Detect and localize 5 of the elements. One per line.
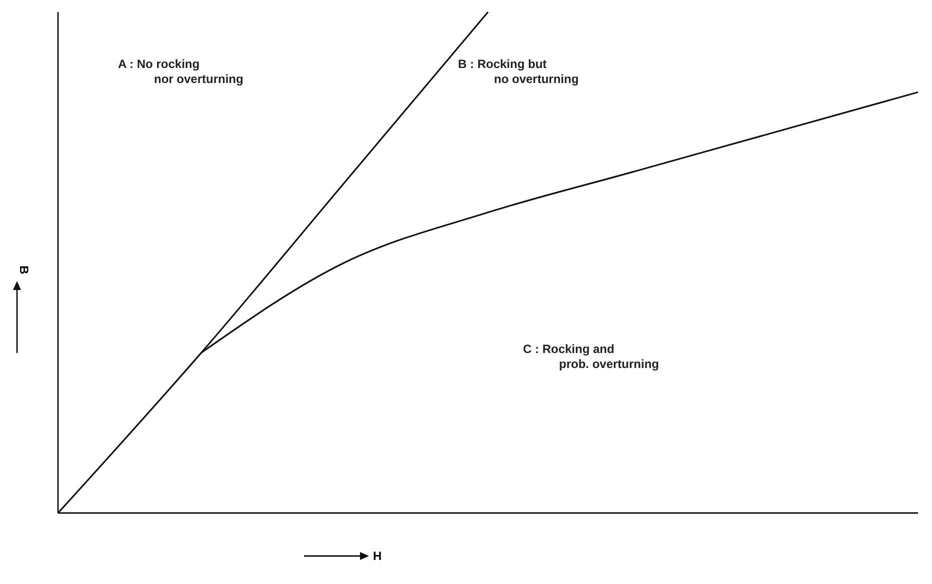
y-axis-title: B — [17, 266, 31, 275]
annotation: B : Rocking but no overturning — [458, 57, 579, 86]
annotation: A : No rocking nor overturning — [118, 57, 244, 86]
annotation: C : Rocking and prob. overturning — [523, 342, 659, 371]
x-axis-title: H — [373, 549, 382, 563]
